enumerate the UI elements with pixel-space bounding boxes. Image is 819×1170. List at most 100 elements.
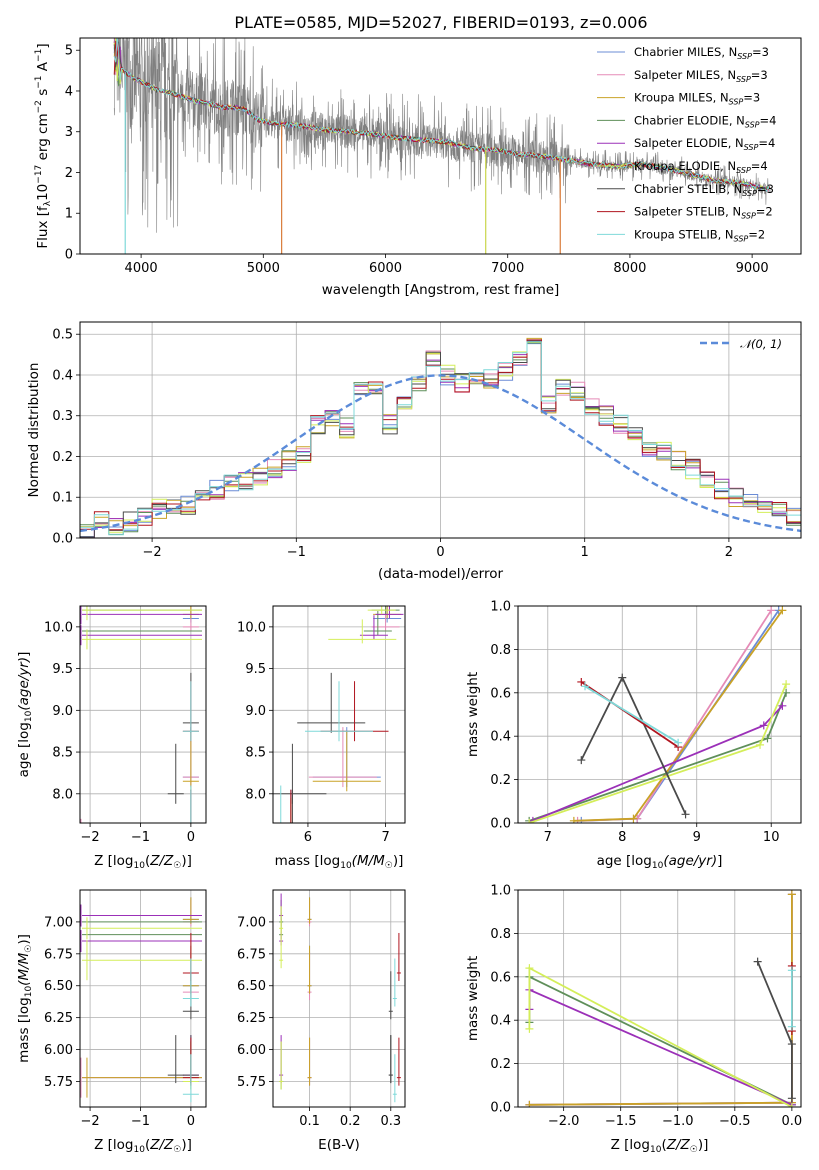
y-tick-label: 8.0 [245, 787, 266, 802]
axes-frame [79, 605, 207, 824]
model-spectrum-line-8 [113, 38, 771, 192]
x-tick-label: 10 [763, 830, 780, 845]
x-tick-label: −2.0 [548, 1114, 580, 1129]
x-axis-label: Z [log10(Z/Z☉)] [94, 1137, 192, 1155]
x-tick-label: −1.5 [605, 1114, 637, 1129]
y-tick-label: 0.6 [490, 686, 511, 701]
x-axis-label: wavelength [Angstrom, rest frame] [322, 282, 560, 298]
massweight-marker [767, 606, 776, 615]
x-tick-label: 0.2 [340, 1114, 361, 1129]
y-tick-label: 10.0 [44, 620, 73, 635]
axes-frame [79, 37, 802, 255]
x-tick-label: −1 [287, 545, 306, 560]
legend-label-1: Salpeter MILES, NSSP=3 [634, 68, 768, 84]
x-axis-label: E(B-V) [318, 1137, 360, 1153]
massweight-marker [787, 1022, 796, 1031]
y-tick-label: 0.0 [490, 817, 511, 832]
massweight-marker [763, 734, 772, 743]
massweight-marker [569, 816, 578, 823]
y-axis-label: age [log10(age/yr)] [16, 652, 34, 778]
y-tick-label: 5 [65, 44, 73, 59]
x-tick-label: 7000 [491, 261, 524, 276]
massweight-marker [681, 810, 690, 819]
y-tick-label: 8.5 [52, 746, 73, 761]
y-axis-label: mass weight [465, 672, 481, 757]
histogram-step-2 [80, 337, 801, 532]
normal-distribution-curve [80, 374, 801, 533]
x-tick-label: −0.5 [719, 1114, 751, 1129]
massweight-marker [577, 756, 586, 765]
mass-vs-metallicity-panel: −2 −1 0 5.75 6.00 6.25 6.50 6.75 7.00 Z [log10(Z/… [16, 889, 207, 1155]
massweight-line-1 [529, 894, 793, 1106]
x-tick-label: −1 [131, 1114, 150, 1129]
x-axis-label: mass [log10(M/M☉)] [275, 853, 404, 871]
massweight-line-8 [584, 685, 679, 744]
x-tick-label: 0.3 [380, 1114, 401, 1129]
axes-frame [272, 605, 406, 824]
x-axis-label: Z [log10(Z/Z☉)] [611, 1137, 709, 1155]
x-tick-label: 6000 [369, 261, 402, 276]
legend-label-0: Chabrier MILES, NSSP=3 [634, 45, 769, 61]
massweight-marker [787, 1040, 796, 1049]
massweight-line-5 [528, 966, 793, 1107]
massweight-line-4 [532, 705, 784, 822]
massweight-line-0 [529, 894, 793, 1106]
y-tick-label: 1.0 [490, 600, 511, 615]
y-axis-label: Normed distribution [26, 363, 42, 498]
y-tick-label: 0.5 [52, 328, 73, 343]
massweight-marker [618, 673, 627, 682]
massweight-marker [577, 677, 586, 686]
massweight-marker [787, 966, 796, 975]
massweight-vs-age-panel: 7 8 9 10 0.0 0.2 0.4 0.6 0.8 1.0 age [log10(age/yr… [465, 600, 802, 871]
y-tick-label: 0 [65, 248, 73, 263]
legend-label-4: Salpeter ELODIE, NSSP=4 [634, 136, 775, 152]
massweight-marker [778, 606, 787, 615]
x-tick-label: 6 [304, 830, 312, 845]
x-tick-label: 8 [618, 830, 626, 845]
y-axis-label: mass [log10(M/M☉)] [16, 934, 34, 1063]
x-tick-label: −2 [80, 1114, 99, 1129]
legend-label-8: Kroupa STELIB, NSSP=2 [634, 227, 765, 243]
massweight-marker [525, 1024, 534, 1033]
y-tick-label: 9.0 [245, 704, 266, 719]
x-tick-label: 7 [544, 830, 552, 845]
axes-frame [517, 605, 802, 824]
y-tick-label: 1.0 [490, 884, 511, 899]
y-tick-label: 6.00 [44, 1043, 73, 1058]
y-tick-label: 9.0 [52, 704, 73, 719]
age-vs-mass-panel: 6 7 8.0 8.5 9.0 9.5 10.0 mass [log10(M/M☉)] [237, 605, 406, 871]
y-tick-label: 10.0 [237, 620, 266, 635]
legend-label-2: Kroupa MILES, NSSP=3 [634, 91, 760, 107]
figure-title: PLATE=0585, MJD=52027, FIBERID=0193, z=0… [234, 13, 647, 32]
histogram-step-3 [80, 342, 801, 535]
y-tick-label: 5.75 [237, 1075, 266, 1090]
massweight-line-3 [528, 692, 787, 822]
y-tick-label: 0.0 [52, 532, 73, 547]
massweight-marker [525, 819, 534, 823]
age-vs-metallicity-panel: −2 −1 0 8.0 8.5 9.0 9.5 10.0 Z [log10(Z/Z☉)] age … [16, 605, 207, 871]
x-tick-label: 8000 [613, 261, 646, 276]
y-tick-label: 8.5 [245, 746, 266, 761]
y-tick-label: 6.75 [44, 947, 73, 962]
y-tick-label: 4 [65, 84, 73, 99]
massweight-marker [753, 957, 762, 966]
y-tick-label: 0.8 [490, 927, 511, 942]
massweight-marker [581, 682, 590, 691]
histogram-step-8 [80, 341, 801, 536]
y-tick-label: 8.0 [52, 787, 73, 802]
observed-spectrum-line [113, 38, 771, 233]
y-tick-label: 0.4 [490, 1014, 511, 1029]
x-tick-label: 0 [187, 1114, 195, 1129]
y-tick-label: 0.8 [490, 643, 511, 658]
legend-normal-label: 𝒩(0, 1) [740, 337, 782, 351]
massweight-marker [525, 1100, 534, 1107]
massweight-marker [782, 680, 791, 689]
x-axis-label: (data-model)/error [378, 566, 504, 582]
y-tick-label: 6.25 [44, 1011, 73, 1026]
y-tick-label: 6.75 [237, 947, 266, 962]
y-tick-label: 7.00 [237, 915, 266, 930]
massweight-marker [787, 1094, 796, 1103]
y-tick-label: 2 [65, 166, 73, 181]
massweight-marker [525, 964, 534, 973]
